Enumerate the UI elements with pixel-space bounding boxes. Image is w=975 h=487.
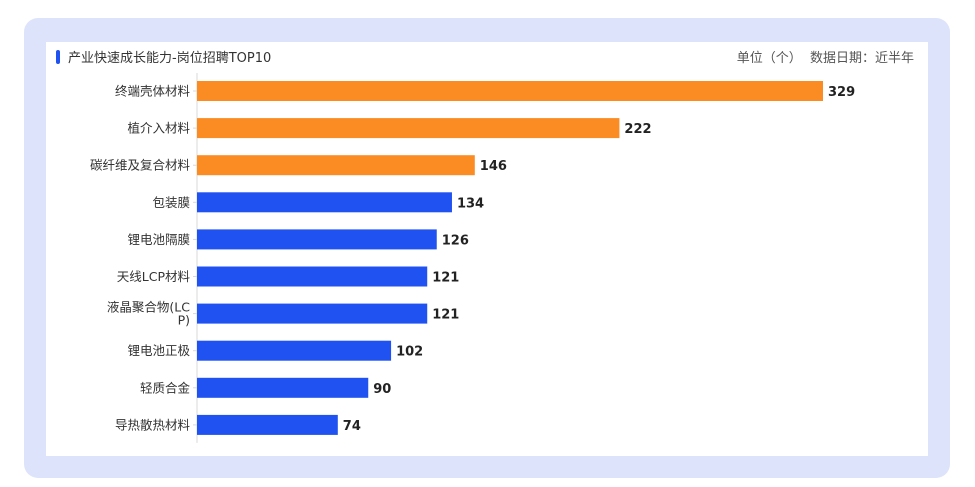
- category-label: 轻质合金: [140, 380, 191, 395]
- category-label: 液晶聚合物(LC P): [107, 300, 190, 328]
- category-label: 锂电池正极: [127, 343, 190, 358]
- bar[interactable]: [197, 229, 437, 250]
- value-label: 126: [442, 233, 469, 248]
- bar[interactable]: [197, 266, 428, 287]
- bar[interactable]: [197, 303, 428, 324]
- bar[interactable]: [197, 118, 620, 139]
- chart-card: 产业快速成长能力-岗位招聘TOP10 单位（个） 数据日期：近半年 终端壳体材料…: [46, 42, 928, 456]
- category-label: 包装膜: [152, 195, 190, 210]
- value-label: 121: [432, 271, 459, 286]
- category-label: 终端壳体材料: [115, 84, 191, 99]
- bar[interactable]: [197, 414, 338, 435]
- value-label: 146: [480, 159, 507, 174]
- bar-chart: 终端壳体材料 329 植介入材料 222 碳纤维及复合材料 146 包装膜 134 锂电池隔膜 1…: [90, 73, 855, 443]
- bar[interactable]: [197, 155, 475, 176]
- value-label: 121: [432, 308, 459, 323]
- chart-title: 产业快速成长能力-岗位招聘TOP10: [68, 51, 272, 66]
- bar[interactable]: [197, 377, 369, 398]
- value-label: 90: [373, 382, 391, 397]
- category-label: 导热散热材料: [115, 417, 191, 432]
- category-label: 天线LCP材料: [117, 269, 191, 284]
- value-label: 222: [624, 122, 651, 137]
- bar[interactable]: [197, 340, 392, 361]
- category-label: 锂电池隔膜: [127, 232, 190, 247]
- value-label: 102: [396, 345, 423, 360]
- bar[interactable]: [197, 192, 452, 213]
- title-accent-bar: [56, 50, 60, 64]
- bar[interactable]: [197, 81, 823, 101]
- category-label: 碳纤维及复合材料: [90, 158, 191, 173]
- value-label: 329: [828, 85, 855, 100]
- value-label: 74: [343, 419, 361, 434]
- unit-date-note: 单位（个） 数据日期：近半年: [736, 51, 914, 66]
- value-label: 134: [457, 196, 484, 211]
- category-label: 植介入材料: [127, 121, 190, 136]
